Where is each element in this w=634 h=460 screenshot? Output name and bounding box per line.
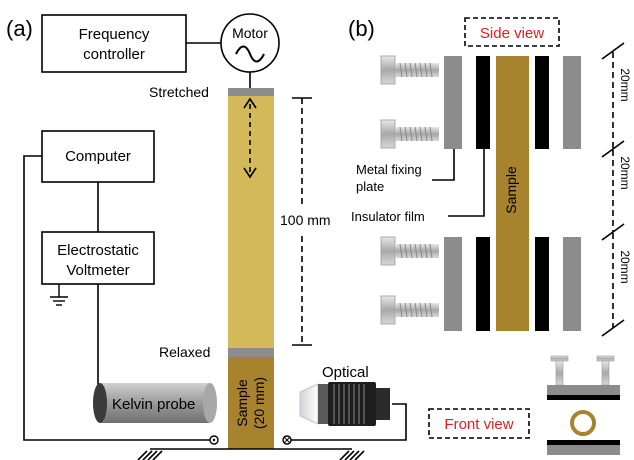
computer-box xyxy=(41,130,155,183)
bolt-icon-4 xyxy=(380,295,439,325)
panel-b-label: (b) xyxy=(348,16,375,41)
dim-tick-2 xyxy=(601,140,625,158)
ground-plane xyxy=(137,448,365,460)
sample-strip-dark xyxy=(228,357,274,449)
frequency-controller-line2: controller xyxy=(83,46,145,63)
dim-label-bot: 20mm xyxy=(618,250,632,283)
metal-plate-upper-left xyxy=(444,56,462,149)
side-view-label: Side view xyxy=(480,25,544,42)
insulator-upper-right xyxy=(535,56,549,149)
sample-label-line1: Sample xyxy=(234,379,250,427)
voltmeter-box xyxy=(41,231,155,285)
insulator-upper-left xyxy=(476,56,490,149)
motor-icon xyxy=(220,13,280,73)
front-view-box xyxy=(428,408,530,439)
motion-arrow-head-up xyxy=(243,97,257,109)
ground-icon xyxy=(50,284,68,306)
frequency-controller-line1: Frequency xyxy=(79,26,150,43)
right-terminal-cross2 xyxy=(284,437,290,443)
bolt-icon-1 xyxy=(380,55,439,85)
sample-label-line2: (20 mm) xyxy=(251,377,267,429)
kelvin-probe-icon xyxy=(93,383,217,423)
motor-sine-icon xyxy=(235,45,265,63)
dim-label-mid: 20mm xyxy=(618,156,632,189)
metal-plate-upper-right xyxy=(563,56,581,149)
left-terminal-dot xyxy=(212,438,216,442)
insulator-lower-left xyxy=(476,237,490,331)
computer-label: Computer xyxy=(65,148,131,165)
insulator-lower-right xyxy=(535,237,549,331)
front-view-icon xyxy=(547,355,620,455)
side-view-sample-label: Sample xyxy=(503,166,519,214)
stretched-label: Stretched xyxy=(149,84,209,100)
stretched-clamp xyxy=(228,88,274,96)
motion-arrow-head-down xyxy=(243,167,257,179)
insulator-leader xyxy=(448,149,485,217)
frequency-controller-box xyxy=(41,14,187,73)
dim-tick-1 xyxy=(601,42,625,60)
circuit-wire-right xyxy=(291,403,407,441)
metal-plate-label-line2: plate xyxy=(356,179,384,194)
relaxed-label: Relaxed xyxy=(159,344,210,360)
metal-plate-leader xyxy=(432,149,455,181)
side-view-sample xyxy=(496,56,529,331)
voltmeter-line1: Electrostatic xyxy=(57,242,139,259)
length-label: 100 mm xyxy=(280,212,331,228)
dim-label-top: 20mm xyxy=(618,68,632,101)
metal-plate-lower-left xyxy=(444,237,462,331)
bolt-icon-2 xyxy=(380,119,439,149)
metal-plate-lower-right xyxy=(563,237,581,331)
circuit-wire-left xyxy=(23,155,210,441)
optical-label: Optical xyxy=(322,364,369,381)
optical-sensor-icon xyxy=(299,382,390,426)
insulator-label: Insulator film xyxy=(351,209,425,224)
side-view-box xyxy=(464,17,560,47)
voltmeter-line2: Voltmeter xyxy=(66,262,129,279)
metal-plate-label-line1: Metal fixing xyxy=(356,162,422,177)
kelvin-probe-label: Kelvin probe xyxy=(112,396,195,413)
relaxed-clamp xyxy=(228,348,274,357)
sample-strip-light xyxy=(228,96,274,348)
motor-label: Motor xyxy=(232,25,268,41)
bolt-icon-3 xyxy=(380,236,439,266)
panel-a-label: (a) xyxy=(6,16,33,41)
front-view-label: Front view xyxy=(444,416,513,433)
